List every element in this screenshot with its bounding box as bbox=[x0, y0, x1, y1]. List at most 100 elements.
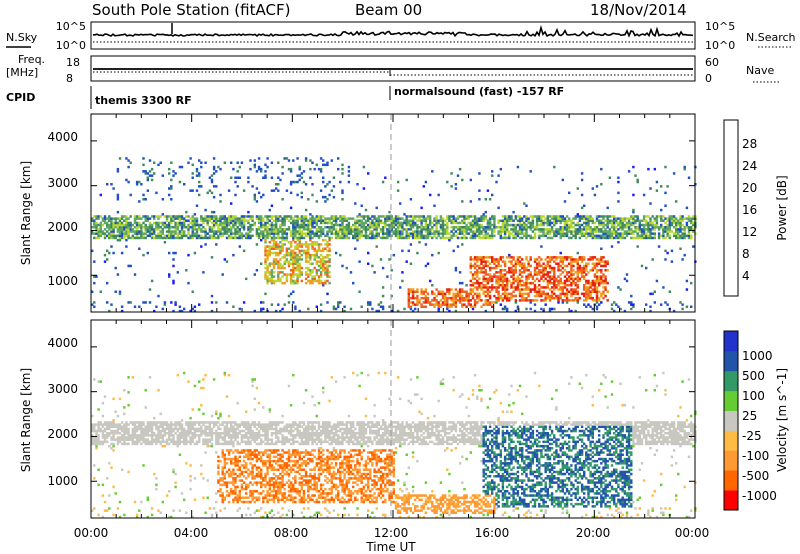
power-cell bbox=[300, 249, 303, 253]
power-cell bbox=[277, 260, 280, 263]
power-cell bbox=[595, 185, 599, 188]
velocity-cell bbox=[93, 423, 96, 426]
power-cell bbox=[411, 288, 415, 291]
power-cell bbox=[546, 286, 549, 289]
velocity-cell bbox=[183, 498, 186, 502]
power-cell bbox=[212, 210, 216, 214]
velocity-cell bbox=[150, 432, 154, 435]
power-cell bbox=[595, 277, 599, 281]
power-cell bbox=[264, 262, 267, 265]
power-cell bbox=[296, 157, 299, 160]
power-cell bbox=[106, 223, 109, 227]
power-cell bbox=[458, 215, 462, 218]
power-cell bbox=[595, 296, 599, 300]
power-cell bbox=[670, 249, 674, 253]
power-cell bbox=[576, 279, 579, 283]
power-cell bbox=[302, 226, 306, 229]
power-cell bbox=[510, 228, 513, 231]
power-cell bbox=[165, 217, 169, 220]
power-cell bbox=[300, 221, 303, 225]
power-cell bbox=[153, 217, 156, 220]
power-cell bbox=[497, 286, 500, 289]
power-cell bbox=[198, 223, 201, 227]
power-cell bbox=[572, 292, 575, 296]
power-cell bbox=[574, 217, 577, 220]
power-cell bbox=[161, 213, 164, 216]
velocity-cell bbox=[157, 509, 160, 512]
power-cell bbox=[647, 167, 650, 171]
power-cell bbox=[437, 221, 440, 225]
power-cell bbox=[424, 236, 428, 240]
power-cell bbox=[373, 228, 376, 231]
power-cell bbox=[450, 215, 453, 218]
power-cell bbox=[476, 269, 479, 272]
power-cell bbox=[565, 288, 569, 291]
power-cell bbox=[585, 264, 588, 268]
power-cell bbox=[512, 258, 515, 261]
power-cell bbox=[576, 271, 579, 274]
power-cell bbox=[268, 234, 271, 238]
power-cell bbox=[621, 234, 624, 238]
power-cell bbox=[118, 217, 122, 220]
velocity-cell bbox=[191, 515, 194, 519]
velocity-cell bbox=[155, 436, 158, 439]
power-cell bbox=[407, 290, 410, 293]
velocity-cell bbox=[91, 442, 94, 446]
power-cell bbox=[514, 226, 517, 229]
power-cell bbox=[576, 299, 579, 302]
power-cell bbox=[313, 279, 316, 283]
power-cell bbox=[416, 223, 419, 227]
power-cell bbox=[685, 221, 689, 225]
power-cell bbox=[257, 217, 261, 220]
power-cell bbox=[409, 219, 413, 222]
velocity-cell bbox=[91, 427, 94, 431]
velocity-cell bbox=[103, 438, 107, 441]
velocity-cell bbox=[135, 515, 139, 519]
power-cell bbox=[657, 245, 661, 248]
power-cell bbox=[294, 234, 297, 238]
power-cell bbox=[478, 271, 481, 274]
power-cell bbox=[272, 271, 276, 274]
power-cell bbox=[531, 275, 535, 278]
power-cell bbox=[613, 217, 616, 220]
velocity-cell bbox=[135, 421, 139, 424]
velocity-cell bbox=[155, 442, 158, 446]
power-cell bbox=[538, 288, 541, 291]
power-cell bbox=[501, 215, 505, 218]
power-cell bbox=[523, 202, 526, 205]
power-cell bbox=[135, 234, 139, 238]
power-cell bbox=[450, 288, 453, 291]
power-cell bbox=[174, 217, 177, 220]
power-cell bbox=[266, 217, 269, 220]
power-cell bbox=[553, 215, 556, 218]
power-cell bbox=[441, 226, 445, 229]
power-cell bbox=[123, 223, 126, 227]
power-cell bbox=[563, 275, 567, 278]
power-cell bbox=[283, 273, 286, 276]
power-cell bbox=[600, 221, 603, 225]
power-cell bbox=[360, 232, 363, 235]
power-cell bbox=[486, 221, 490, 225]
power-cell bbox=[356, 234, 359, 238]
power-cell bbox=[414, 230, 417, 233]
velocity-cell bbox=[206, 421, 209, 424]
power-cell bbox=[476, 219, 479, 222]
power-cell bbox=[583, 275, 586, 278]
velocity-cell bbox=[148, 421, 152, 424]
power-cell bbox=[292, 273, 295, 276]
velocity-cell bbox=[133, 425, 137, 428]
power-cell bbox=[236, 228, 239, 231]
power-cell bbox=[275, 262, 278, 265]
power-cell bbox=[565, 258, 569, 261]
power-cell bbox=[204, 228, 207, 231]
power-cell bbox=[313, 219, 316, 222]
power-cell bbox=[495, 281, 498, 285]
power-cell bbox=[195, 174, 199, 177]
power-cell bbox=[632, 219, 635, 222]
power-cell bbox=[458, 290, 462, 293]
power-cell bbox=[129, 228, 132, 231]
power-cell bbox=[315, 215, 318, 218]
power-cell bbox=[198, 226, 201, 229]
power-cell bbox=[334, 221, 338, 225]
power-cell bbox=[593, 281, 597, 285]
